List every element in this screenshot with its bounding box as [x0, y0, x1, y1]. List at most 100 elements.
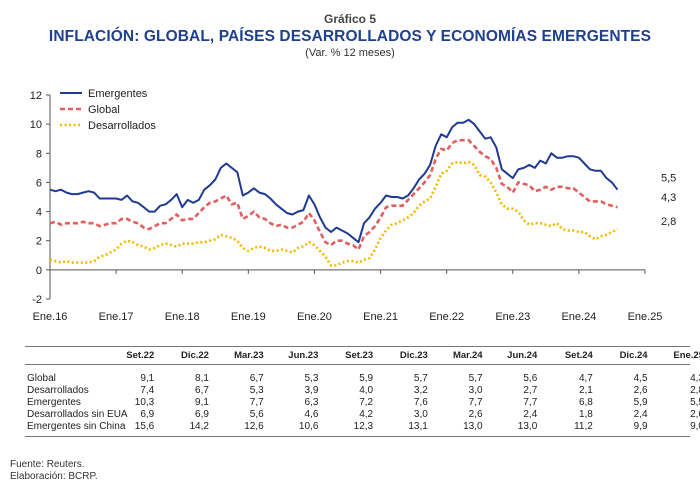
table-cell: 3,2	[413, 385, 428, 396]
table-cell: 6,7	[249, 373, 264, 384]
table-cell: 14,2	[189, 421, 209, 432]
table-row: Desarrollados 7,4 6,7 5,3 3,9 4,0 3,2 3,0 2,7 2,1…	[25, 385, 700, 397]
table-col-header: Dic.24	[619, 350, 648, 361]
table-row: Emergentes sin China 15,6 14,2 12,6 10,6 12,3…	[25, 421, 700, 433]
table-cell: 12,3	[353, 421, 374, 432]
elaboration-note: Elaboración: BCRP.	[10, 471, 98, 482]
table-row-label: Emergentes sin China	[27, 421, 126, 432]
table-cell: 5,3	[304, 373, 319, 384]
series-end-label: 5,5	[661, 173, 676, 185]
table-cell: 5,9	[633, 397, 648, 408]
series-end-label: 4,3	[661, 192, 676, 204]
table-cell: 5,6	[523, 373, 538, 384]
table-cell: 4,2	[359, 409, 374, 420]
x-tick-label: Ene.19	[231, 311, 266, 323]
table-cell: 4,3	[690, 373, 700, 384]
table-cell: 13,0	[517, 421, 538, 432]
table-row: Desarrollados sin EUA 6,9 6,9 5,6 4,6 4,2 3,0 2…	[25, 409, 700, 421]
table-col-header: Ene.25	[673, 350, 700, 361]
table-cell: 2,4	[523, 409, 538, 420]
table-col-header: Mar.23	[234, 350, 264, 361]
table-cell: 7,6	[413, 397, 428, 408]
table-cell: 10,6	[298, 421, 319, 432]
table-cell: 9,1	[140, 373, 155, 384]
y-tick-label: 6	[36, 177, 42, 189]
table-row-label: Global	[27, 373, 56, 384]
x-tick-label: Ene.21	[363, 311, 398, 323]
inflation-line-chart: -2 0 2 4 6 8 10 12 Ene.16 Ene.17 Ene.18 Ene.19 Ene.2…	[30, 88, 677, 323]
y-tick-label: 4	[36, 207, 42, 219]
table-cell: 6,3	[304, 397, 319, 408]
y-tick-label: -2	[32, 294, 42, 306]
table-cell: 4,7	[578, 373, 593, 384]
table-cell: 1,8	[578, 409, 593, 420]
series-line-desarrollados	[49, 160, 619, 267]
table-col-header: Jun.24	[507, 350, 538, 361]
table-cell: 13,1	[408, 421, 428, 432]
table-row-label: Desarrollados	[27, 385, 89, 396]
table-cell: 2,6	[633, 385, 648, 396]
table-col-header: Jun.23	[288, 350, 319, 361]
table-cell: 2,1	[578, 385, 593, 396]
chart-header: Gráfico 5 INFLACIÓN: GLOBAL, PAÍSES DESA…	[0, 12, 700, 60]
table-cell: 6,7	[195, 385, 209, 396]
y-tick-label: 12	[30, 90, 42, 102]
table-col-header: Set.22	[126, 350, 155, 361]
table-header-rule	[25, 364, 690, 365]
table-row-label: Emergentes	[27, 397, 81, 408]
table-top-rule	[25, 346, 690, 347]
table-cell: 5,5	[690, 397, 700, 408]
table-cell: 11,2	[574, 421, 593, 432]
table-row-label: Desarrollados sin EUA	[27, 409, 128, 420]
legend-label: Global	[88, 104, 120, 116]
chart-footer: Fuente: Reuters. Elaboración: BCRP.	[10, 459, 98, 483]
x-tick-label: Ene.18	[165, 311, 200, 323]
table-bottom-rule	[25, 436, 690, 437]
table-col-header: Set.23	[345, 350, 374, 361]
table-cell: 9,9	[633, 421, 648, 432]
table-cell: 15,6	[134, 421, 155, 432]
table-cell: 13,0	[463, 421, 483, 432]
table-cell: 2,4	[633, 409, 648, 420]
x-tick-label: Ene.24	[561, 311, 596, 323]
table-cell: 2,6	[690, 409, 700, 420]
table-cell: 10,3	[134, 397, 155, 408]
table-row: Global 9,1 8,1 6,7 5,3 5,9 5,7 5,7 5,6 4,7 4,5 4,3	[25, 373, 700, 385]
table-cell: 3,9	[304, 385, 319, 396]
y-tick-label: 8	[36, 148, 42, 160]
table-cell: 6,9	[195, 409, 209, 420]
chart-title: INFLACIÓN: GLOBAL, PAÍSES DESARROLLADOS …	[48, 28, 652, 45]
table-cell: 2,6	[468, 409, 483, 420]
table-row: Emergentes 10,3 9,1 7,7 6,3 7,2 7,6 7,7 7,7 6,8 5,…	[25, 397, 700, 409]
table-cell: 7,4	[140, 385, 155, 396]
table-cell: 4,5	[633, 373, 648, 384]
table-cell: 12,6	[244, 421, 264, 432]
table-cell: 5,6	[249, 409, 264, 420]
x-tick-label: Ene.23	[495, 311, 530, 323]
y-tick-label: 2	[36, 236, 42, 248]
x-tick-label: Ene.20	[297, 311, 332, 323]
table-cell: 6,8	[578, 397, 593, 408]
table-cell: 2,7	[523, 385, 538, 396]
y-tick-label: 10	[30, 119, 42, 131]
table-cell: 6,9	[140, 409, 155, 420]
table-cell: 9,1	[195, 397, 209, 408]
table-cell: 5,7	[413, 373, 428, 384]
x-tick-label: Ene.25	[628, 311, 663, 323]
table-cell: 5,3	[249, 385, 264, 396]
table-col-header: Set.24	[564, 350, 593, 361]
series-line-global	[49, 138, 618, 251]
y-tick-label: 0	[36, 265, 42, 277]
table-cell: 7,7	[523, 397, 538, 408]
table-col-header: Dic.23	[399, 350, 428, 361]
series-end-label: 2,8	[661, 216, 676, 228]
table-cell: 9,0	[690, 421, 700, 432]
table-cell: 5,7	[468, 373, 483, 384]
x-tick-label: Ene.17	[99, 311, 134, 323]
source-note: Fuente: Reuters.	[10, 459, 85, 470]
table-cell: 3,0	[468, 385, 483, 396]
chart-subtitle: (Var. % 12 meses)	[305, 47, 395, 59]
table-cell: 4,6	[304, 409, 319, 420]
table-cell: 8,1	[195, 373, 209, 384]
table-cell: 3,0	[413, 409, 428, 420]
